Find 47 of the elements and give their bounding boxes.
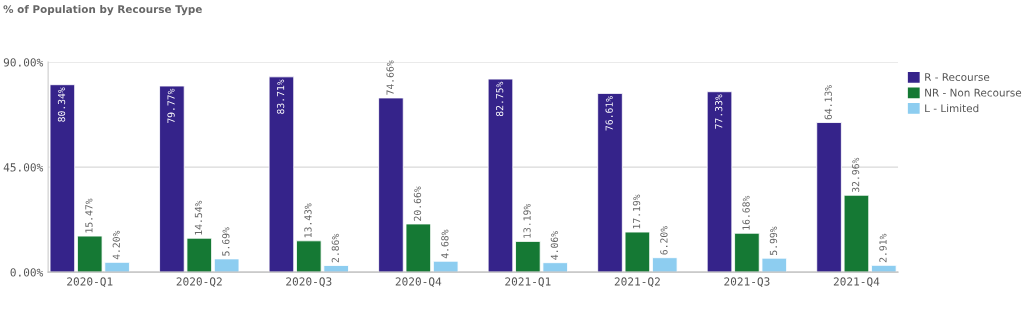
data-label: 4.06% (550, 231, 559, 260)
bar (487, 78, 514, 273)
legend-label: L - Limited (925, 104, 979, 113)
x-tick-label: 2020-Q4 (395, 277, 442, 287)
data-label: 13.43% (304, 203, 312, 238)
legend-label: NR - Non Recourse (925, 88, 1022, 97)
x-tick-label: 2020-Q1 (67, 277, 113, 287)
data-label: 2.91% (879, 233, 887, 263)
data-label: 16.68% (742, 195, 750, 230)
bar (432, 260, 459, 273)
bar (49, 84, 76, 273)
data-label: 4.68% (441, 229, 449, 259)
bar (652, 257, 678, 273)
x-tick-label: 2021-Q3 (724, 277, 770, 287)
x-tick-label: 2021-Q2 (614, 277, 660, 287)
y-tick-label: 0.00% (10, 268, 44, 277)
data-label: 14.54% (194, 200, 203, 235)
data-label: 82.75% (495, 81, 504, 117)
data-label: 13.19% (523, 203, 531, 238)
y-tick-label: 45.00% (3, 163, 44, 172)
data-label: 5.69% (222, 227, 230, 256)
data-label: 83.71% (276, 79, 285, 114)
data-label: 77.33% (715, 94, 723, 129)
data-label: 17.19% (632, 194, 641, 229)
data-label: 79.77% (167, 88, 175, 124)
data-label: 80.34% (57, 87, 66, 122)
data-label: 76.61% (605, 96, 613, 131)
data-label: 5.99% (769, 226, 778, 255)
data-label: 6.20% (660, 226, 668, 255)
legend-label: R - Recourse (925, 73, 990, 81)
bar (706, 91, 733, 273)
bar (871, 264, 897, 273)
data-label: 74.66% (386, 60, 394, 95)
bar (213, 258, 240, 273)
data-label: 20.66% (413, 186, 422, 221)
data-label: 2.86% (331, 233, 340, 263)
data-label: 4.20% (112, 230, 120, 260)
data-label: 64.13% (824, 85, 832, 120)
chart-title: % of Population by Recourse Type (3, 5, 202, 16)
x-tick-label: 2020-Q3 (286, 277, 332, 287)
data-label: 15.47% (85, 198, 93, 233)
x-tick-label: 2021-Q4 (833, 277, 880, 287)
bar (268, 76, 295, 273)
x-tick-label: 2020-Q2 (176, 277, 222, 287)
y-tick-label: 90.00% (3, 58, 44, 67)
data-label: 32.96% (851, 157, 860, 193)
x-tick-label: 2021-Q1 (505, 277, 551, 287)
